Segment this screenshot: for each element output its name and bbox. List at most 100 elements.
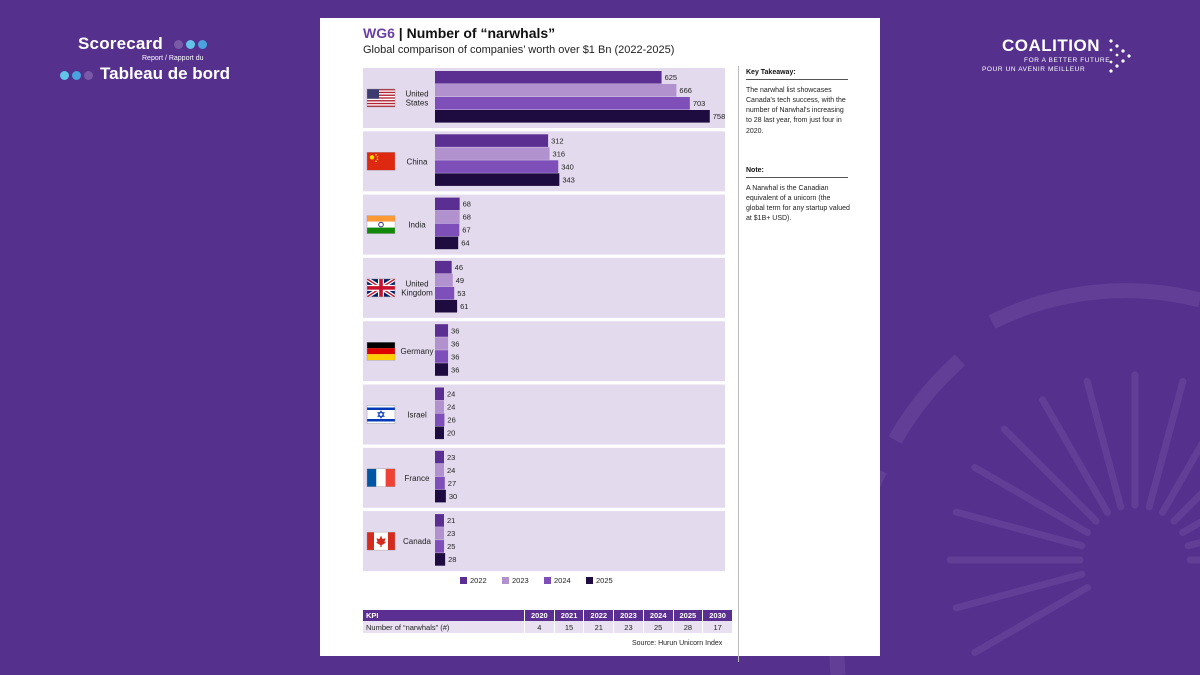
bar bbox=[435, 84, 677, 97]
data-label: 36 bbox=[451, 352, 459, 361]
title-separator: | bbox=[394, 25, 407, 41]
category-label: United States bbox=[405, 90, 428, 108]
country-group: United Kingdom 46 49 53 61 bbox=[363, 257, 725, 318]
legend-swatch bbox=[502, 577, 509, 584]
bar bbox=[435, 387, 444, 401]
category-label: Germany bbox=[401, 347, 434, 356]
data-label: 21 bbox=[447, 516, 455, 525]
category-label: France bbox=[405, 474, 430, 483]
coalition-tagline-en: FOR A BETTER FUTURE bbox=[1024, 57, 1111, 64]
data-label: 30 bbox=[449, 492, 457, 501]
in-flag bbox=[366, 215, 396, 234]
data-label: 312 bbox=[551, 136, 564, 145]
bar bbox=[435, 260, 452, 274]
country-band bbox=[363, 511, 725, 572]
bar bbox=[435, 363, 449, 376]
kpi-cell: 17 bbox=[702, 621, 733, 633]
bar bbox=[435, 160, 559, 173]
country-group: China 312 316 340 343 bbox=[363, 131, 725, 192]
country-group: Israel 24 24 26 20 bbox=[363, 384, 725, 445]
country-group: India 68 68 67 64 bbox=[363, 194, 725, 255]
bar bbox=[435, 147, 550, 160]
bar bbox=[435, 527, 444, 540]
source-note: Source: Hurun Unicorn Index bbox=[632, 640, 723, 647]
chart-code: WG6 bbox=[363, 25, 395, 41]
legend-swatch bbox=[586, 577, 593, 584]
ca-flag bbox=[366, 531, 396, 551]
data-label: 53 bbox=[457, 289, 465, 298]
bar bbox=[435, 299, 458, 313]
logo-dot-icon bbox=[72, 71, 81, 80]
bar bbox=[435, 337, 449, 350]
category-label: China bbox=[407, 157, 428, 166]
kpi-table: KPI 2020 2021 2022 2023 2024 2025 2030 Number o… bbox=[363, 610, 733, 633]
data-label: 68 bbox=[463, 213, 471, 222]
logo-dot-icon bbox=[198, 40, 207, 49]
bar bbox=[435, 540, 445, 553]
kpi-cell: Number of “narwhals” (#) bbox=[363, 621, 525, 633]
logo-dot-icon bbox=[84, 71, 93, 80]
cn-flag bbox=[366, 152, 396, 171]
data-label: 703 bbox=[693, 99, 706, 108]
bar bbox=[435, 553, 446, 566]
country-group: Canada 21 23 25 28 bbox=[363, 511, 725, 572]
kpi-header-cell: 2030 bbox=[702, 610, 733, 621]
report-card: WG6 | Number of “narwhals” Global compar… bbox=[320, 18, 880, 662]
coalition-tagline-fr: POUR UN AVENIR MEILLEUR bbox=[982, 66, 1086, 73]
uk-flag bbox=[366, 278, 396, 298]
kpi-header-cell: 2020 bbox=[524, 610, 555, 621]
country-group: France 23 24 27 30 bbox=[363, 447, 725, 508]
data-label: 67 bbox=[462, 226, 470, 235]
data-label: 20 bbox=[447, 429, 455, 438]
country-band bbox=[363, 194, 725, 255]
legend-label: 2025 bbox=[596, 576, 613, 585]
bar bbox=[435, 400, 444, 414]
country-group: Germany 36 36 36 36 bbox=[363, 321, 725, 382]
country-band bbox=[363, 447, 725, 508]
logo-scorecard-text: Scorecard bbox=[78, 34, 163, 53]
bar bbox=[435, 173, 560, 186]
bar bbox=[435, 134, 549, 147]
bar bbox=[435, 210, 460, 224]
data-label: 36 bbox=[451, 365, 459, 374]
chart-title-text: Number of “narwhals” bbox=[406, 25, 556, 41]
kpi-data-row: Number of “narwhals” (#) 4 15 21 23 25 28 17 bbox=[363, 621, 733, 633]
data-label: 24 bbox=[447, 390, 455, 399]
bar bbox=[435, 71, 662, 84]
legend-label: 2022 bbox=[470, 576, 487, 585]
takeaway-heading: Key Takeaway: bbox=[746, 69, 848, 80]
data-label: 24 bbox=[447, 466, 455, 475]
note-heading: Note: bbox=[746, 167, 848, 178]
category-label: India bbox=[408, 221, 426, 230]
data-label: 36 bbox=[451, 326, 459, 335]
data-label: 25 bbox=[447, 542, 455, 551]
fr-flag bbox=[366, 468, 396, 487]
bar bbox=[435, 489, 446, 503]
kpi-header-cell: 2022 bbox=[583, 610, 615, 621]
data-label: 61 bbox=[460, 302, 468, 311]
bar bbox=[435, 286, 455, 300]
legend-item: 2023 bbox=[502, 576, 529, 585]
kpi-cell: 21 bbox=[583, 621, 615, 633]
il-flag bbox=[366, 405, 396, 424]
category-label: United Kingdom bbox=[401, 279, 433, 297]
logo-tableau-text: Tableau de bord bbox=[100, 64, 231, 83]
bar bbox=[435, 97, 690, 110]
data-label: 340 bbox=[561, 162, 574, 171]
bar bbox=[435, 514, 444, 527]
kpi-cell: 25 bbox=[643, 621, 674, 633]
kpi-cell: 23 bbox=[613, 621, 644, 633]
kpi-header-row: KPI 2020 2021 2022 2023 2024 2025 2030 bbox=[363, 610, 733, 621]
chart-title: WG6 | Number of “narwhals” bbox=[363, 25, 555, 41]
kpi-header-cell: 2021 bbox=[554, 610, 585, 621]
kpi-header-cell: 2025 bbox=[673, 610, 704, 621]
chart-subtitle: Global comparison of companies’ worth ov… bbox=[363, 44, 675, 56]
data-label: 46 bbox=[455, 263, 463, 272]
data-label: 23 bbox=[447, 453, 455, 462]
legend-label: 2023 bbox=[512, 576, 529, 585]
note-text: A Narwhal is the Canadian equivalent of … bbox=[746, 185, 850, 223]
logo-dot-icon bbox=[186, 40, 195, 49]
bar bbox=[435, 476, 445, 490]
logo-dot-icon bbox=[60, 71, 69, 80]
